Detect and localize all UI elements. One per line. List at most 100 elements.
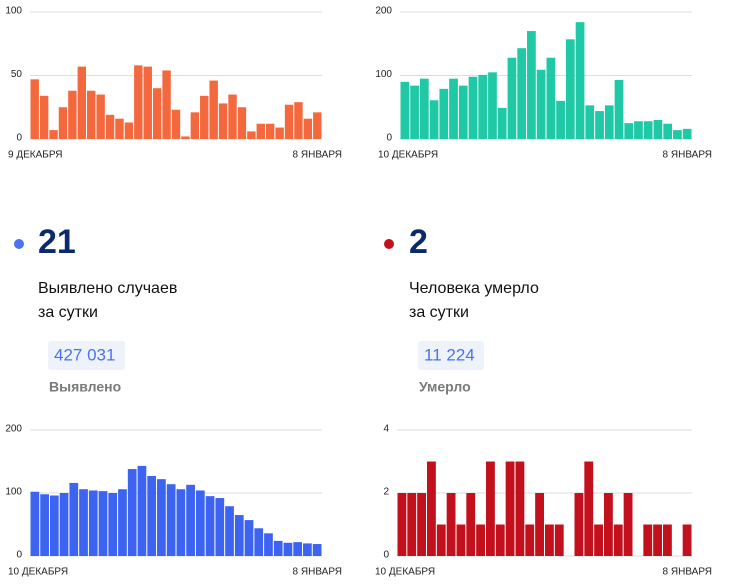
stat-number: 2 — [409, 223, 428, 261]
bar — [228, 94, 237, 139]
bar — [209, 80, 218, 139]
bar — [427, 461, 436, 556]
x-tick-label: 9 ДЕКАБРЯ — [8, 150, 63, 161]
bar — [397, 493, 407, 556]
total-box — [418, 341, 484, 370]
bar — [88, 490, 98, 556]
bar — [497, 107, 507, 139]
stat-label: Человека умерло — [409, 280, 539, 297]
bar — [171, 109, 181, 139]
bar — [275, 127, 284, 139]
bar — [39, 95, 49, 139]
x-tick-label: 8 ЯНВАРЯ — [663, 150, 712, 161]
bar — [565, 39, 575, 139]
bar — [575, 22, 585, 139]
bar — [429, 100, 439, 139]
bar — [458, 85, 468, 139]
bar — [486, 461, 495, 556]
bar — [312, 544, 322, 556]
bar — [152, 88, 162, 139]
bar — [449, 78, 458, 139]
bar — [584, 461, 594, 556]
y-tick-label: 100 — [5, 6, 22, 17]
bar — [536, 69, 546, 139]
bar — [186, 484, 195, 556]
bar — [294, 102, 303, 139]
bar — [105, 114, 115, 139]
bar — [134, 65, 143, 139]
bar — [40, 494, 49, 556]
y-tick-label: 0 — [16, 550, 22, 561]
bar — [205, 496, 215, 556]
bar — [624, 123, 634, 139]
bar — [439, 88, 449, 139]
bar — [410, 85, 419, 139]
y-tick-label: 100 — [375, 69, 392, 80]
bar — [436, 524, 446, 556]
bar — [98, 491, 108, 556]
bar — [108, 493, 118, 556]
bar — [653, 119, 663, 139]
bar — [176, 489, 186, 556]
bar — [507, 57, 517, 139]
bar — [293, 542, 303, 556]
bar — [195, 490, 205, 556]
bar — [264, 533, 273, 556]
bar — [215, 498, 225, 556]
bar — [79, 489, 88, 556]
bar — [653, 524, 662, 556]
bar — [157, 479, 166, 556]
bar — [623, 493, 633, 556]
bar — [478, 74, 488, 139]
x-tick-label: 10 ДЕКАБРЯ — [375, 567, 435, 578]
bar — [166, 484, 176, 556]
bar — [69, 482, 79, 556]
bar — [468, 76, 478, 139]
stat-number: 21 — [38, 223, 76, 261]
bar — [190, 112, 200, 139]
y-tick-label: 200 — [375, 6, 392, 17]
bar — [30, 79, 39, 139]
bar — [614, 79, 624, 139]
bar — [466, 493, 476, 556]
bar — [58, 107, 68, 139]
bar — [535, 493, 544, 556]
y-tick-label: 50 — [11, 69, 23, 80]
bar — [303, 118, 313, 139]
y-tick-label: 2 — [383, 487, 389, 498]
bar — [234, 515, 244, 556]
bar — [115, 118, 124, 139]
bar — [143, 66, 152, 139]
bar — [218, 103, 228, 139]
bar — [517, 48, 527, 139]
caption: Выявлено — [49, 379, 121, 395]
bar — [273, 540, 283, 556]
bar — [554, 524, 564, 556]
bar — [476, 524, 485, 556]
bar — [673, 130, 682, 139]
bar — [124, 122, 134, 139]
bar — [118, 489, 127, 556]
bar — [495, 524, 505, 556]
x-tick-label: 8 ЯНВАРЯ — [293, 150, 342, 161]
bar — [283, 542, 293, 556]
bar — [30, 491, 40, 556]
stat-label: за сутки — [38, 304, 98, 321]
bar — [303, 543, 312, 556]
bar — [127, 469, 137, 556]
bar — [488, 72, 497, 139]
stat-cases: 21 Выявлено случаев за сутки 427 031 Выя… — [14, 223, 177, 395]
x-tick-label: 10 ДЕКАБРЯ — [8, 567, 68, 578]
bar — [244, 520, 254, 556]
bar — [682, 524, 692, 556]
bar — [634, 121, 643, 139]
bar — [417, 493, 426, 556]
y-tick-label: 200 — [5, 424, 22, 435]
bar — [96, 94, 105, 139]
bar — [147, 475, 157, 556]
bar — [49, 130, 58, 139]
bar — [181, 136, 190, 139]
bar — [247, 131, 256, 139]
bar — [525, 524, 535, 556]
